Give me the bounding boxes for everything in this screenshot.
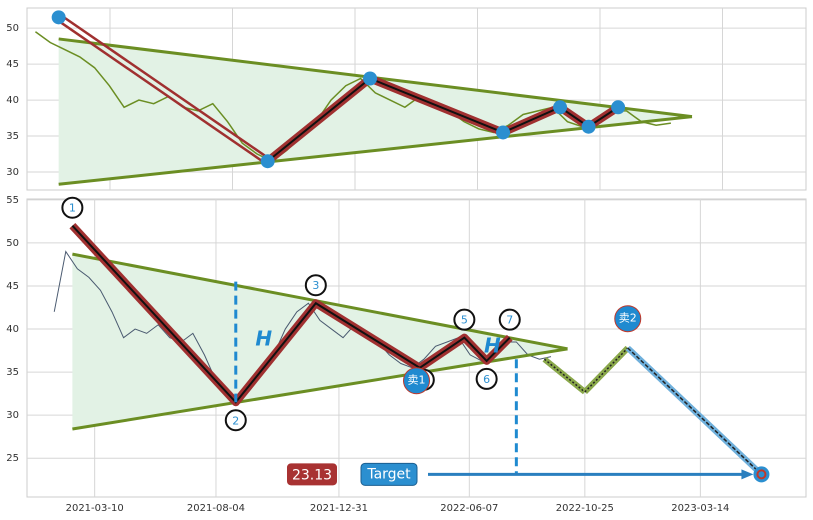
triangle-area xyxy=(72,254,568,429)
signal-marker xyxy=(614,305,642,333)
pattern-label-circle xyxy=(304,274,327,297)
signal-label: 卖1 xyxy=(408,374,426,387)
pattern-label-circle xyxy=(224,409,247,432)
arrow-head xyxy=(741,469,754,480)
pattern-label-circle xyxy=(61,196,84,219)
pattern-label: 2 xyxy=(232,414,239,427)
y-tick-label: 35 xyxy=(6,131,19,142)
x-tick-label: 2021-08-04 xyxy=(187,503,245,514)
y-tick-label: 35 xyxy=(6,367,19,378)
y-tick-label: 40 xyxy=(6,324,19,335)
target-value: 23.13 xyxy=(292,467,332,483)
projection-core xyxy=(543,358,586,393)
y-tick-label: 45 xyxy=(6,59,19,70)
x-tick-label: 2021-12-31 xyxy=(310,503,368,514)
pattern-point xyxy=(581,119,596,134)
projection-core xyxy=(627,347,762,475)
x-tick-label: 2022-10-25 xyxy=(556,503,614,514)
pattern-label: 3 xyxy=(312,279,319,292)
pattern-point xyxy=(496,125,511,140)
y-tick-label: 30 xyxy=(6,410,19,421)
pattern-label: 1 xyxy=(69,202,76,215)
pattern-label: 6 xyxy=(483,373,490,386)
target-value-box xyxy=(287,463,337,486)
height-label: H xyxy=(255,326,272,350)
target-box xyxy=(360,462,418,486)
y-tick-label: 45 xyxy=(6,281,19,292)
pattern-label: 5 xyxy=(461,314,468,327)
pattern-label-circle xyxy=(498,308,521,331)
y-tick-label: 40 xyxy=(6,95,19,106)
pattern-leg xyxy=(59,13,271,160)
signal-label: 卖2 xyxy=(619,312,637,325)
y-tick-label: 25 xyxy=(6,453,19,464)
x-tick-label: 2021-03-10 xyxy=(66,503,124,514)
triangle-area xyxy=(58,38,692,185)
target-label: Target xyxy=(366,466,411,482)
y-tick-label: 30 xyxy=(6,167,19,178)
signal-marker xyxy=(403,367,430,395)
pattern-point xyxy=(363,71,378,86)
target-ring xyxy=(756,469,767,480)
target-point xyxy=(753,466,770,483)
projection-leg xyxy=(582,345,630,395)
x-tick-label: 2022-06-07 xyxy=(440,503,498,514)
y-tick-label: 50 xyxy=(6,23,19,34)
y-tick-label: 50 xyxy=(6,238,19,249)
pattern-label-circle xyxy=(453,308,476,331)
y-tick-label: 55 xyxy=(6,195,19,206)
pattern-label-circle xyxy=(475,367,498,390)
price-line xyxy=(35,31,671,163)
pattern-leg xyxy=(56,18,267,165)
pattern-point xyxy=(51,10,66,25)
pattern-point xyxy=(611,100,626,115)
pattern-point xyxy=(553,100,568,115)
price-line xyxy=(53,250,552,403)
pattern-point xyxy=(260,154,275,169)
height-label: H xyxy=(484,333,501,357)
pattern-label: 7 xyxy=(506,314,513,327)
x-tick-label: 2023-03-14 xyxy=(671,503,729,514)
